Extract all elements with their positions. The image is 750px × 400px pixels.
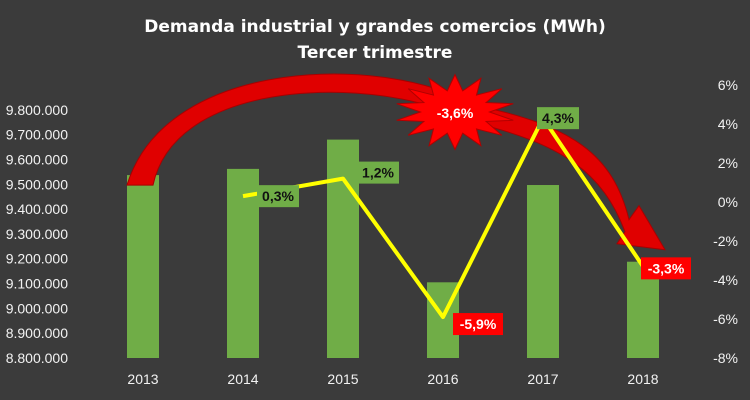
decrease-arrow [126, 73, 666, 251]
chart-title: Demanda industrial y grandes comercios (… [144, 17, 606, 37]
bar-2017 [527, 185, 559, 358]
left-tick-label: 9.300.000 [6, 226, 68, 242]
left-tick-label: 9.600.000 [6, 151, 68, 167]
data-label-box [537, 107, 579, 130]
bar-2013 [127, 175, 159, 358]
annotation-starburst: -3,6% [396, 73, 514, 151]
category-label: 2013 [127, 371, 158, 387]
category-label: 2015 [327, 371, 358, 387]
data-label: 1,2% [362, 165, 394, 181]
bar-2015 [327, 139, 359, 358]
right-tick-label: -6% [713, 311, 738, 327]
right-tick-label: 2% [718, 155, 738, 171]
starburst-shape [396, 73, 514, 151]
right-tick-label: 0% [718, 194, 738, 210]
red-arrow-shape [126, 73, 666, 251]
left-tick-label: 8.800.000 [6, 350, 68, 366]
data-label-box [453, 313, 503, 336]
left-tick-label: 9.500.000 [6, 176, 68, 192]
right-tick-label: -4% [713, 272, 738, 288]
right-tick-label: -8% [713, 350, 738, 366]
category-axis: 2013 2014 2015 2016 2017 2018 [127, 371, 658, 387]
left-tick-label: 9.100.000 [6, 276, 68, 292]
bar-2014 [227, 168, 259, 358]
data-label-box [641, 257, 691, 280]
category-label: 2017 [527, 371, 558, 387]
data-label-box [357, 161, 399, 184]
data-label: 4,3% [542, 110, 574, 126]
left-tick-label: 9.200.000 [6, 251, 68, 267]
left-axis: 8.800.000 8.900.000 9.000.000 9.100.000 9.20… [6, 102, 68, 366]
left-tick-label: 8.900.000 [6, 325, 68, 341]
right-tick-label: 6% [718, 77, 738, 93]
change-line-series [242, 116, 645, 320]
data-label-box [257, 185, 299, 208]
data-label: -5,9% [460, 316, 497, 332]
right-tick-label: -2% [713, 233, 738, 249]
category-label: 2018 [627, 371, 658, 387]
left-tick-label: 9.700.000 [6, 127, 68, 143]
right-axis: -8% -6% -4% -2% 0% 2% 4% 6% [713, 77, 738, 366]
left-tick-label: 9.000.000 [6, 300, 68, 316]
data-labels: 0,3% 1,2% -5,9% 4,3% -3,3% [257, 107, 691, 336]
change-line [242, 116, 645, 320]
category-label: 2014 [227, 371, 258, 387]
data-label: -3,3% [648, 260, 685, 276]
left-tick-label: 9.800.000 [6, 102, 68, 118]
data-label: 0,3% [262, 188, 294, 204]
left-tick-label: 9.400.000 [6, 201, 68, 217]
right-tick-label: 4% [718, 116, 738, 132]
category-label: 2016 [427, 371, 458, 387]
annotation-label: -3,6% [437, 105, 474, 121]
chart-subtitle: Tercer trimestre [298, 43, 453, 63]
